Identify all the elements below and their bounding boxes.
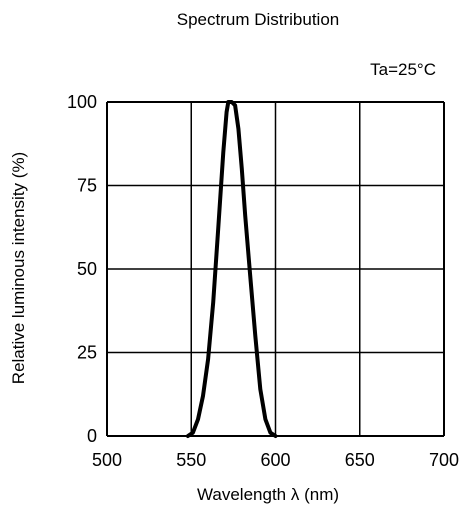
spectrum-curve xyxy=(185,100,278,438)
x-tick-label: 700 xyxy=(429,450,459,470)
y-tick-label: 75 xyxy=(77,176,97,196)
plot-grid xyxy=(106,101,445,437)
y-axis-label: Relative luminous intensity (%) xyxy=(9,152,28,384)
y-tick-label: 0 xyxy=(87,426,97,446)
temperature-annotation: Ta=25°C xyxy=(370,60,436,79)
tick-labels: 500 550 600 650 700 0 25 50 75 100 xyxy=(67,92,459,470)
x-tick-label: 500 xyxy=(92,450,122,470)
x-axis-label: Wavelength λ (nm) xyxy=(197,485,339,504)
y-tick-label: 25 xyxy=(77,343,97,363)
x-tick-label: 550 xyxy=(176,450,206,470)
y-tick-label: 50 xyxy=(77,259,97,279)
x-tick-label: 600 xyxy=(260,450,290,470)
x-tick-label: 650 xyxy=(345,450,375,470)
chart-title: Spectrum Distribution xyxy=(177,10,340,29)
y-tick-label: 100 xyxy=(67,92,97,112)
